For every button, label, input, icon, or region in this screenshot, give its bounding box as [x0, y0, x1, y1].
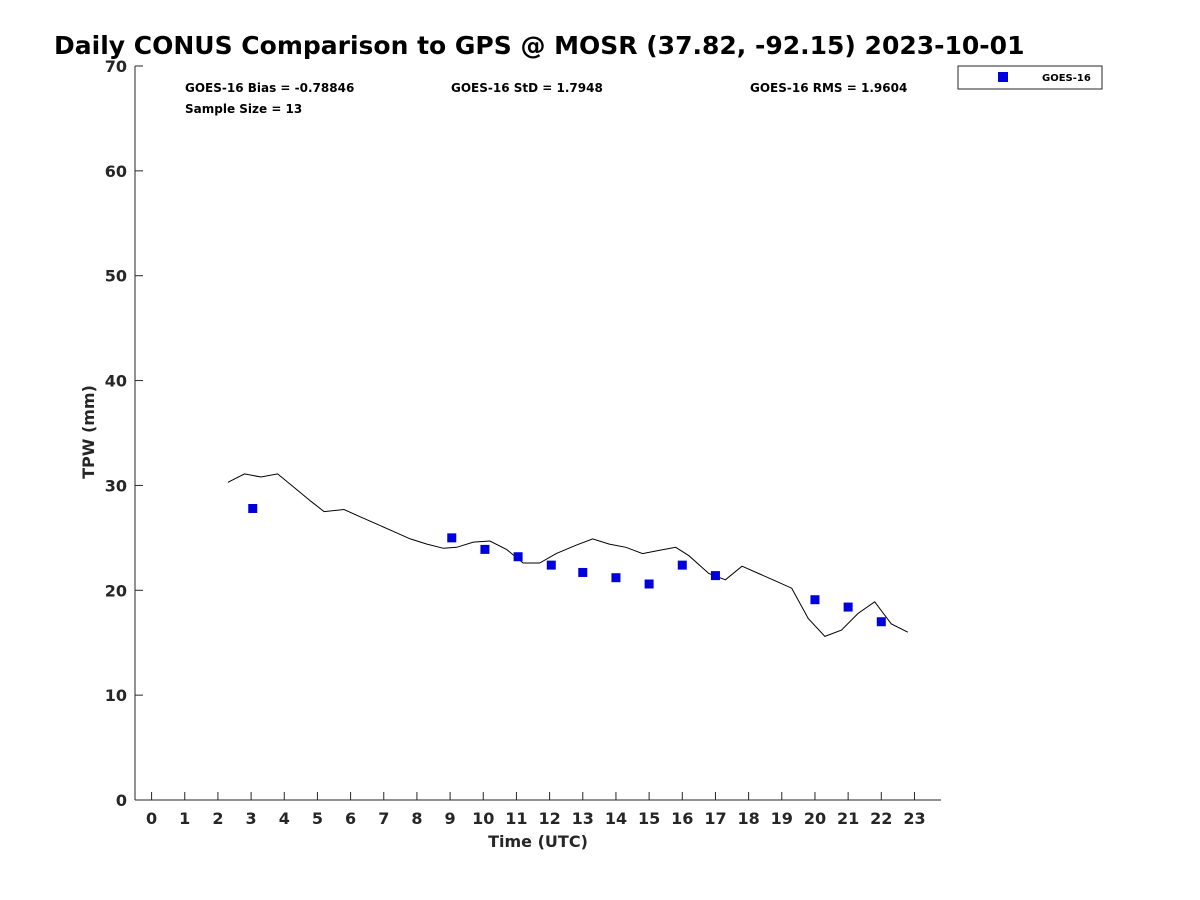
x-tick-label: 12: [538, 809, 560, 828]
chart-title: Daily CONUS Comparison to GPS @ MOSR (37…: [54, 31, 1024, 60]
legend-marker: [998, 72, 1008, 82]
x-tick-label: 22: [870, 809, 892, 828]
goes16-point: [677, 560, 687, 570]
goes16-point: [513, 552, 523, 562]
y-axis-label: TPW (mm): [79, 385, 98, 479]
goes16-point: [611, 573, 621, 583]
legend: GOES-16: [957, 65, 1103, 90]
goes16-point: [810, 595, 820, 605]
x-tick-label: 7: [378, 809, 389, 828]
goes16-point: [480, 544, 490, 554]
goes16-point: [546, 560, 556, 570]
x-tick-label: 10: [472, 809, 494, 828]
goes16-point: [447, 533, 457, 543]
y-tick-label: 10: [105, 686, 127, 705]
goes16-point: [876, 617, 886, 627]
goes16-point: [578, 567, 588, 577]
x-tick-label: 21: [837, 809, 859, 828]
goes16-point: [644, 579, 654, 589]
y-tick-label: 20: [105, 581, 127, 600]
x-axis-label: Time (UTC): [488, 832, 588, 851]
legend-label-goes16: GOES-16: [1042, 73, 1091, 84]
y-tick-label: 50: [105, 267, 127, 286]
y-tick-label: 70: [105, 57, 127, 76]
y-tick-label: 60: [105, 162, 127, 181]
goes16-point: [710, 571, 720, 581]
x-tick-label: 3: [246, 809, 257, 828]
goes16-point: [248, 503, 258, 513]
x-tick-label: 20: [804, 809, 826, 828]
x-tick-label: 14: [605, 809, 627, 828]
y-axis-ticks: 0 10 20 30 40 50 60 70: [105, 57, 143, 810]
y-tick-label: 30: [105, 476, 127, 495]
x-axis-ticks: 0 1 2 3 4 5 6 7 8 9 10 11 12 13 14 15 16 17 18 19 20 21 22 23: [146, 792, 926, 828]
x-tick-label: 15: [638, 809, 660, 828]
goes16-points: [248, 503, 886, 627]
x-tick-label: 23: [903, 809, 925, 828]
x-tick-label: 4: [279, 809, 290, 828]
x-tick-label: 9: [445, 809, 456, 828]
x-tick-label: 13: [572, 809, 594, 828]
x-tick-label: 6: [345, 809, 356, 828]
y-tick-label: 40: [105, 372, 127, 391]
gps-tpw-line: [227, 473, 909, 637]
x-tick-label: 19: [771, 809, 793, 828]
x-tick-label: 0: [146, 809, 157, 828]
x-tick-label: 11: [505, 809, 527, 828]
sample-size-stat: Sample Size = 13: [185, 102, 302, 116]
x-tick-label: 1: [179, 809, 190, 828]
gps-tpw-polyline: [227, 473, 909, 637]
bias-stat: GOES-16 Bias = -0.78846: [185, 81, 354, 95]
x-tick-label: 2: [212, 809, 223, 828]
x-tick-label: 18: [737, 809, 759, 828]
x-tick-label: 16: [671, 809, 693, 828]
legend-box: [957, 65, 1103, 90]
std-stat: GOES-16 StD = 1.7948: [451, 81, 603, 95]
rms-stat: GOES-16 RMS = 1.9604: [750, 81, 907, 95]
y-tick-label: 0: [116, 791, 127, 810]
x-tick-label: 5: [312, 809, 323, 828]
x-tick-label: 17: [704, 809, 726, 828]
goes16-point: [843, 602, 853, 612]
x-tick-label: 8: [411, 809, 422, 828]
